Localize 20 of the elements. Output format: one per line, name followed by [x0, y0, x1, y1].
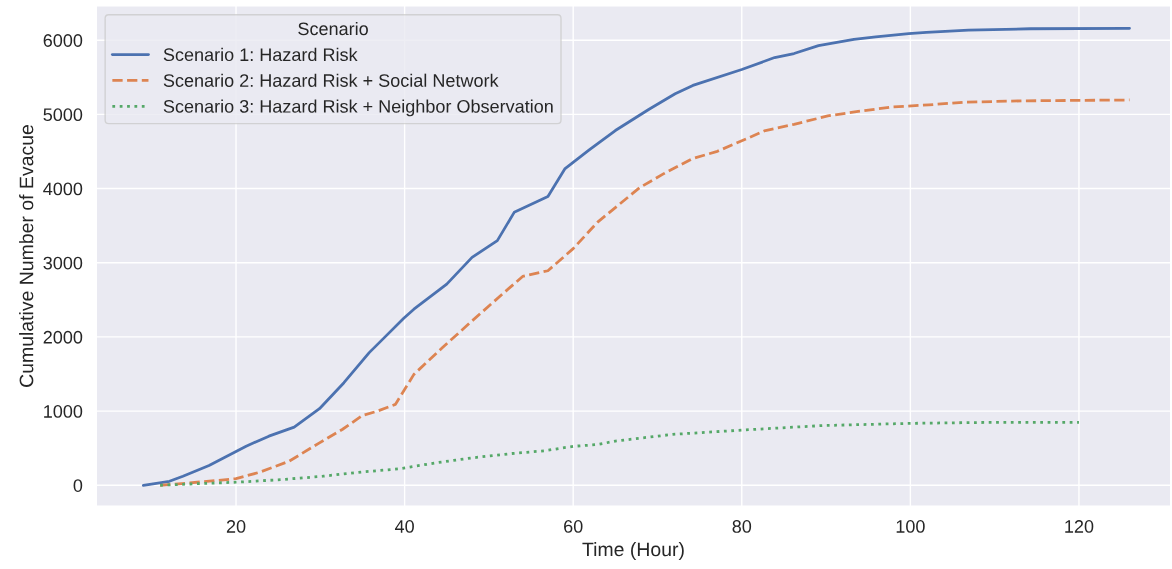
- legend-label: Scenario 1: Hazard Risk: [163, 47, 358, 62]
- y-tick-label: 0: [73, 479, 83, 492]
- y-axis-title: Cumulative Number of Evacue: [19, 125, 34, 387]
- y-tick-label: 2000: [43, 330, 83, 344]
- x-tick-label: 20: [226, 520, 246, 533]
- x-tick-label: 40: [394, 520, 414, 533]
- y-tick-label: 6000: [43, 34, 83, 47]
- x-tick-label: 100: [896, 520, 925, 533]
- x-axis-title: Time (Hour): [582, 541, 684, 561]
- x-tick-label: 60: [564, 520, 583, 533]
- y-tick-label: 4000: [43, 182, 83, 196]
- line-series: [158, 421, 1081, 487]
- x-tick-label: 120: [1065, 520, 1094, 533]
- y-tick-label: 3000: [43, 256, 83, 270]
- y-tick-label: 1000: [44, 405, 83, 418]
- legend-title: Scenario: [298, 21, 368, 36]
- x-tick-label: 80: [732, 520, 752, 533]
- legend-label: Scenario 3: Hazard Risk + Neighbor Observation: [163, 99, 553, 117]
- legend-label: Scenario 2: Hazard Risk + Social Network: [163, 73, 499, 87]
- y-tick-label: 5000: [43, 108, 83, 122]
